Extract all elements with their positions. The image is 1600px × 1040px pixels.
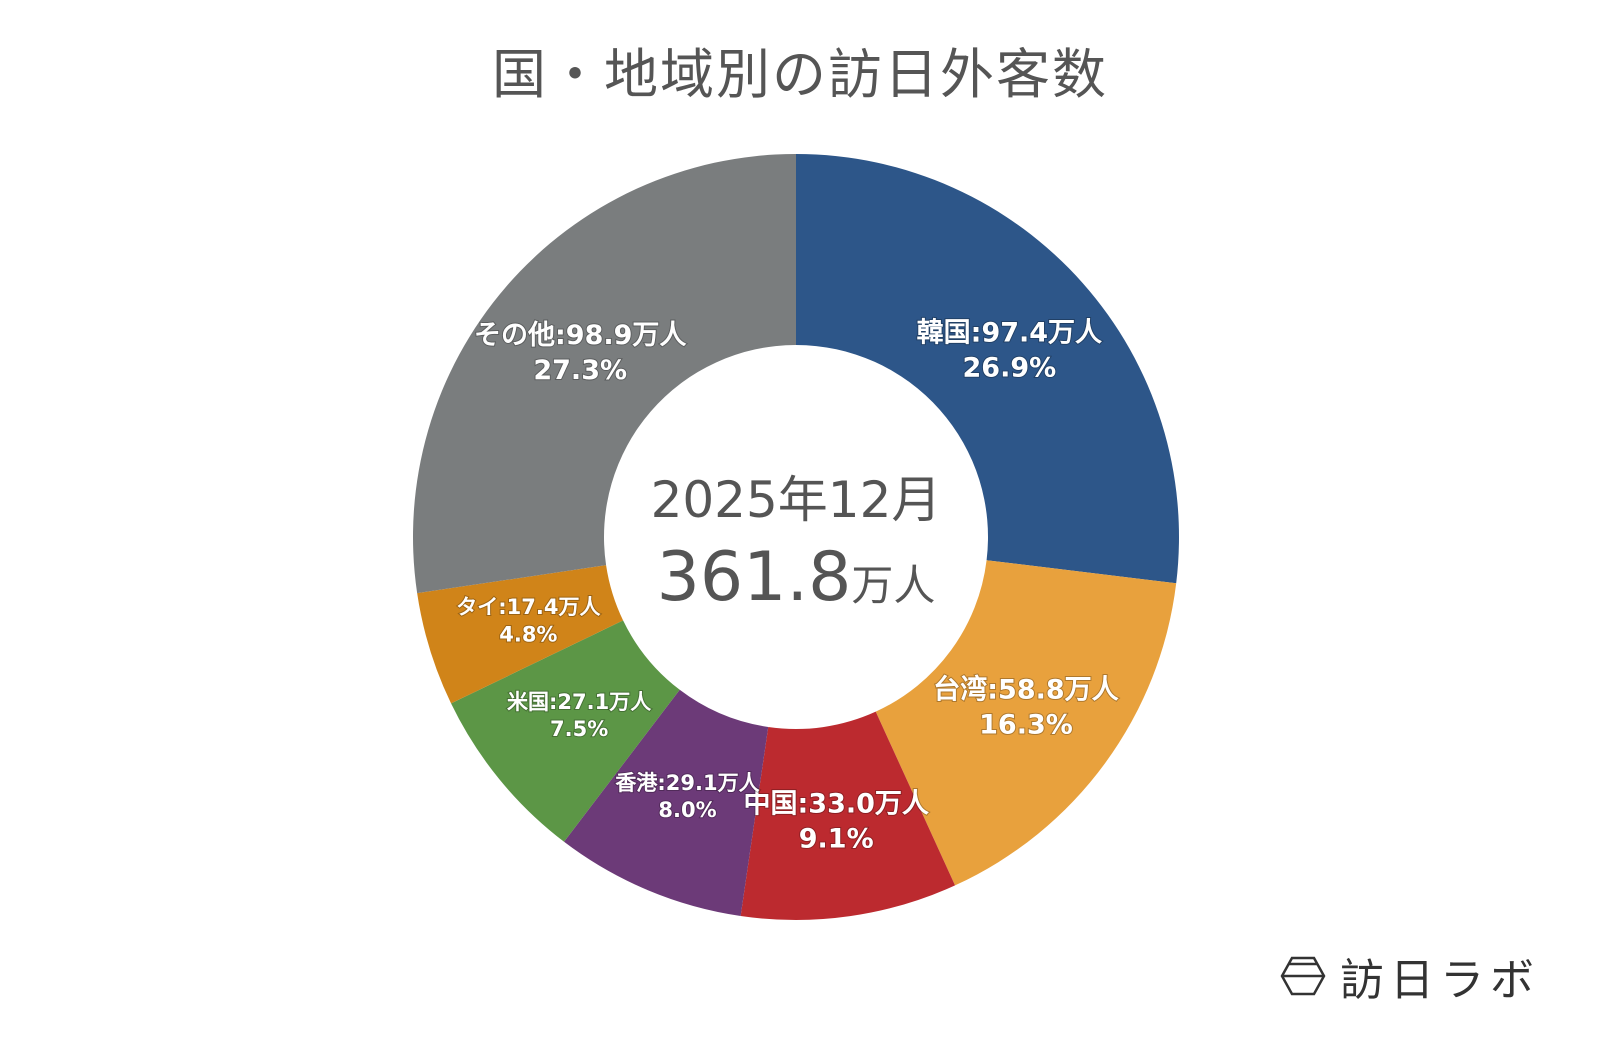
slice-percent: 27.3% [533, 355, 627, 386]
slice-percent: 7.5% [550, 717, 608, 741]
hexagon-logo-icon [1280, 956, 1326, 996]
center-period: 2025年12月 [651, 471, 942, 529]
slice-label: 香港:29.1万人 [615, 771, 759, 795]
slice-米国 [451, 620, 680, 842]
center-total-value: 361.8 [657, 538, 852, 617]
slice-percent: 16.3% [979, 710, 1073, 741]
slice-その他 [413, 154, 796, 594]
slice-タイ [417, 565, 624, 704]
slice-label: 台湾:58.8万人 [933, 674, 1118, 706]
slice-percent: 9.1% [799, 823, 874, 854]
logo-text: 訪日ラボ [1340, 955, 1540, 1006]
slice-台湾 [875, 560, 1177, 886]
slice-percent: 4.8% [499, 622, 557, 646]
slice-香港 [564, 689, 769, 916]
chart-title: 国・地域別の訪日外客数 [492, 43, 1108, 106]
slice-label: 米国:27.1万人 [507, 690, 651, 714]
slice-label: 韓国:97.4万人 [917, 317, 1102, 348]
logo: 訪日ラボ [1280, 944, 1540, 1008]
slice-percent: 26.9% [963, 352, 1057, 383]
center-total-unit: 万人 [851, 561, 935, 610]
slice-中国 [740, 711, 956, 921]
slice-label: 中国:33.0万人 [744, 788, 929, 819]
slice-percent: 8.0% [658, 798, 716, 822]
center-total: 361.8万人 [657, 538, 936, 617]
slice-label: その他:98.9万人 [474, 320, 686, 351]
slice-韓国 [796, 154, 1179, 584]
slice-label: タイ:17.4万人 [456, 595, 600, 619]
